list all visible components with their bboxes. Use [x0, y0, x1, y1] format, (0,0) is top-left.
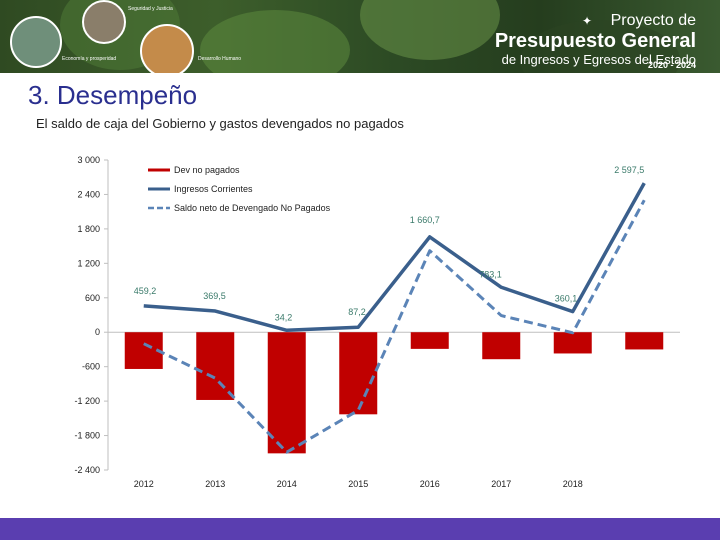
- y-tick-label: -1 200: [74, 396, 100, 406]
- x-tick-label: 2014: [277, 479, 297, 489]
- net-line: [143, 199, 646, 454]
- legend-dev-no-pagados: Dev no pagados: [174, 165, 240, 175]
- legend: Dev no pagados Ingresos Corrientes Saldo…: [148, 165, 331, 213]
- footer-bar: [0, 518, 720, 540]
- human-development-label: Desarrollo Humano: [198, 56, 242, 62]
- x-tick-label: 2013: [205, 479, 225, 489]
- project-years: 2020 - 2024: [647, 60, 696, 70]
- x-axis-labels: 2012 2013 2014 2015 2016 2017 2018: [134, 479, 583, 489]
- bar: [196, 332, 235, 400]
- bar: [410, 332, 449, 349]
- economy-circle-image: [10, 16, 62, 68]
- legend-ingresos-corrientes: Ingresos Corrientes: [174, 184, 253, 194]
- y-axis: 3 000 2 400 1 800 1 200 600 0 -600 -1 200 -1 800…: [74, 155, 680, 475]
- x-tick-label: 2016: [420, 479, 440, 489]
- page-title: 3. Desempeño: [28, 80, 198, 110]
- bars: [124, 332, 664, 454]
- income-data-label: 360,1: [555, 294, 578, 304]
- x-tick-label: 2012: [134, 479, 154, 489]
- x-tick-label: 2017: [491, 479, 511, 489]
- income-data-label: 34,2: [275, 312, 293, 322]
- income-data-label: 783,1: [479, 269, 502, 279]
- bar: [482, 332, 521, 360]
- project-title: Proyecto de Presupuesto General de Ingre…: [495, 12, 696, 67]
- justice-label: Seguridad y Justicia: [128, 6, 173, 12]
- y-tick-label: 1 800: [77, 224, 100, 234]
- project-line2: Presupuesto General: [494, 30, 696, 52]
- chart-subtitle: El saldo de caja del Gobierno y gastos d…: [36, 116, 404, 131]
- chart: 3 000 2 400 1 800 1 200 600 0 -600 -1 200 -1 800…: [74, 155, 680, 489]
- income-data-label: 459,2: [134, 286, 157, 296]
- human-development-circle-image: [140, 24, 194, 73]
- justice-circle-image: [82, 0, 126, 44]
- bar: [625, 332, 664, 350]
- income-data-label: 87,2: [348, 307, 366, 317]
- x-tick-label: 2015: [348, 479, 368, 489]
- foliage-shape: [200, 10, 350, 73]
- legend-saldo-neto: Saldo neto de Devengado No Pagados: [174, 203, 331, 213]
- foliage-shape: [360, 0, 500, 60]
- x-tick-label: 2018: [563, 479, 583, 489]
- bar: [339, 332, 378, 415]
- economy-label: Economía y prosperidad: [62, 56, 117, 62]
- y-tick-label: 3 000: [77, 155, 100, 165]
- y-tick-label: 1 200: [77, 258, 100, 268]
- header-banner: Economía y prosperidad Seguridad y Justi…: [0, 0, 720, 73]
- lines: [143, 182, 646, 454]
- project-line3: de Ingresos y Egresos del Estado: [501, 52, 696, 67]
- y-tick-label: 2 400: [77, 189, 100, 199]
- y-tick-label: -2 400: [74, 465, 100, 475]
- data-labels: 459,2 369,5 34,2 87,2 1 660,7 783,1 360,1 2 597…: [134, 165, 645, 322]
- y-tick-label: -600: [82, 362, 100, 372]
- y-tick-label: 600: [85, 293, 100, 303]
- income-data-label: 1 660,7: [410, 215, 440, 225]
- star-icon: ✦: [581, 14, 592, 28]
- income-line: [143, 182, 646, 333]
- income-data-label: 369,5: [203, 291, 226, 301]
- y-tick-label: -1 800: [74, 431, 100, 441]
- y-tick-label: 0: [95, 327, 100, 337]
- bar: [553, 332, 592, 354]
- bar: [267, 332, 306, 454]
- income-data-label: 2 597,5: [614, 165, 644, 175]
- project-line1: Proyecto de: [610, 12, 696, 29]
